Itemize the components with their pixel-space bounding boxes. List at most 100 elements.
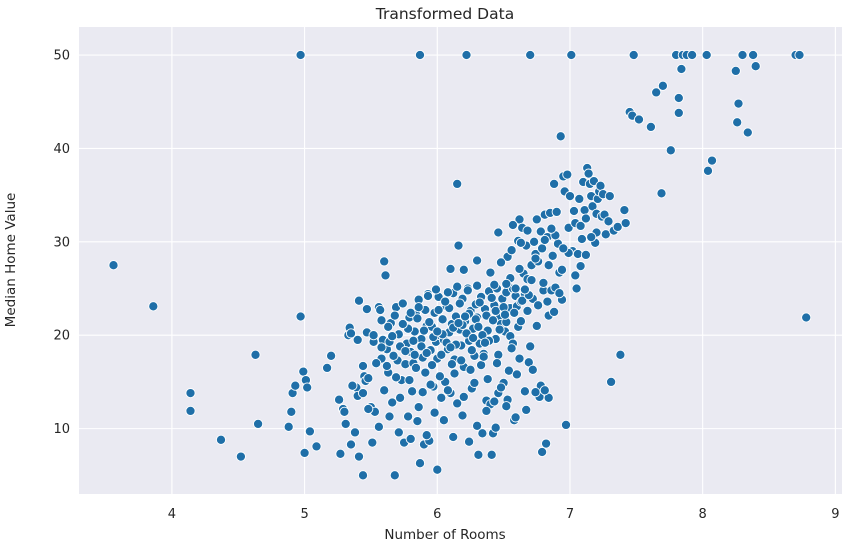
data-point [400,346,411,357]
data-point [482,374,493,385]
data-point [383,321,394,332]
data-point [352,334,363,345]
data-point [420,367,431,378]
data-point [515,316,526,327]
data-point [547,250,558,261]
data-point [452,398,463,409]
data-point [465,364,476,375]
data-point [185,388,196,399]
data-point [339,406,350,417]
data-point [250,349,261,360]
data-point [416,341,427,352]
data-point [606,376,617,387]
data-point [603,216,614,227]
data-point [748,49,759,61]
data-point [421,430,432,441]
data-point [461,49,472,61]
data-point [335,448,346,459]
x-tick-label: 5 [300,507,308,522]
data-point [363,403,374,415]
data-point [412,313,423,324]
data-point [368,330,379,341]
data-point [462,285,473,296]
data-point [530,253,541,264]
data-point [501,278,512,289]
data-point [185,405,196,416]
data-point [580,213,591,224]
data-point [525,49,536,61]
data-point [429,407,440,418]
data-point [486,292,497,303]
data-point [521,404,532,415]
data-point [363,373,374,384]
data-point [495,257,507,268]
data-point [517,295,528,306]
data-point [645,121,656,132]
data-point [404,375,415,386]
data-point [453,318,464,329]
data-point [298,366,309,377]
data-point [458,391,469,402]
data-point [564,191,576,202]
data-point [408,335,419,346]
data-point [619,205,630,216]
data-point [531,214,542,225]
data-point [148,301,159,312]
x-tick-label: 8 [699,507,707,522]
data-point [395,392,406,403]
data-point [468,332,479,344]
data-point [568,205,580,217]
data-point [519,284,530,295]
data-point [384,411,395,422]
data-point [391,372,402,383]
data-point [304,426,315,437]
data-point [657,80,668,91]
data-point [442,385,453,396]
data-point [375,304,386,316]
data-point [424,317,435,328]
data-point [485,267,496,278]
data-point [546,223,557,234]
data-point [389,310,400,321]
y-axis-label: Median Home Value [3,193,19,328]
data-point [575,220,586,231]
data-point [387,331,398,342]
data-point [477,428,488,439]
data-point [412,416,423,427]
data-point [253,418,264,429]
data-point [490,422,501,433]
data-point [458,264,469,275]
data-point [537,446,548,458]
data-point [558,243,569,254]
data-point [742,127,753,138]
data-point [414,49,426,61]
data-point [349,427,361,438]
data-point [530,387,541,398]
y-tick-label: 50 [53,49,70,64]
data-point [407,386,418,397]
data-point [436,392,447,403]
data-point [539,234,550,246]
data-point [373,421,384,432]
data-point [405,307,416,318]
data-point [538,277,549,288]
y-tick-labels: 10 20 30 40 50 [53,49,70,438]
data-point [311,441,322,452]
y-tick-label: 30 [53,235,70,250]
data-point [466,345,477,356]
data-point [543,260,554,271]
data-point [469,377,480,388]
data-point [539,385,550,396]
data-point [628,49,639,61]
data-point [417,387,428,398]
data-point [574,193,585,204]
data-point [510,283,521,294]
data-point [283,421,294,432]
data-point [108,260,119,271]
data-point [571,283,582,294]
data-point [489,396,500,407]
data-point [397,298,408,309]
data-point [489,279,500,290]
data-point [414,458,426,469]
